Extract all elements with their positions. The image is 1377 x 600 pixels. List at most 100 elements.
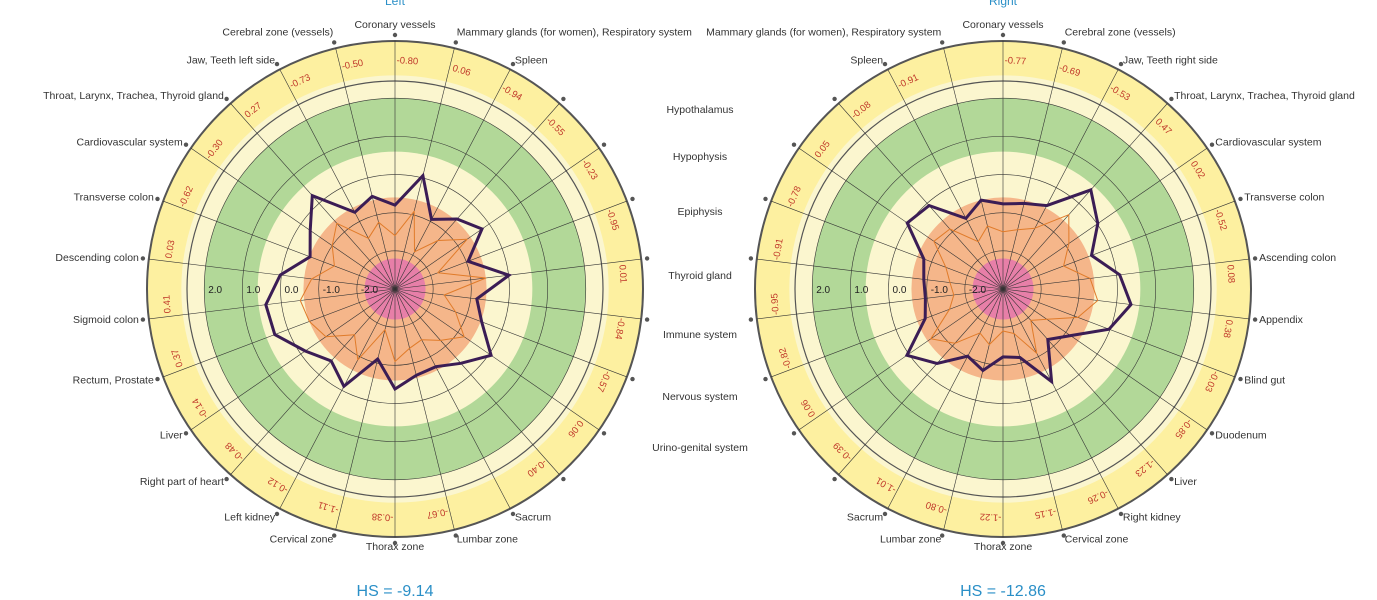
category-marker	[392, 540, 398, 546]
category-marker	[140, 256, 146, 261]
value-label: 0.38	[1220, 319, 1234, 339]
axis-tick-label: -1.0	[931, 285, 949, 296]
value-label: -0.84	[612, 317, 627, 340]
category-label: Mammary glands (for women), Respiratory …	[706, 27, 941, 39]
category-marker	[630, 196, 635, 202]
axis-tick-label: 2.0	[816, 285, 830, 296]
category-label: Throat, Larynx, Trachea, Thyroid gland	[43, 90, 224, 102]
spoke-line	[148, 288, 396, 320]
spoke-line	[394, 288, 627, 378]
spoke-line	[163, 200, 396, 290]
category-marker	[882, 61, 888, 67]
category-label: Spleen	[515, 55, 548, 67]
middle-label: Immune system	[663, 329, 737, 341]
spoke-line	[1002, 48, 1063, 290]
category-label: Coronary vessels	[962, 19, 1043, 31]
category-marker	[510, 61, 516, 67]
category-label: Right kidney	[1123, 511, 1182, 523]
left-hs-score: HS = -9.14	[357, 583, 434, 600]
spoke-line	[1002, 200, 1235, 290]
value-label: -0.67	[426, 506, 449, 521]
category-marker	[644, 256, 650, 261]
middle-label: Epiphysis	[678, 206, 723, 218]
value-label: 0.37	[170, 348, 186, 369]
spoke-line	[1002, 103, 1168, 290]
category-label: Thorax zone	[366, 541, 425, 553]
main-series-line	[904, 187, 1133, 385]
category-label: Throat, Larynx, Trachea, Thyroid gland	[1174, 90, 1355, 102]
spoke-line	[756, 288, 1004, 320]
value-label: -0.50	[341, 58, 364, 73]
spoke-line	[148, 258, 396, 290]
spoke-line	[230, 288, 396, 475]
axis-tick-label: 2.0	[208, 285, 222, 296]
spoke-line	[279, 288, 396, 509]
category-marker	[763, 196, 768, 202]
category-marker	[1118, 61, 1124, 67]
value-label: 0.41	[161, 295, 173, 314]
category-label: Cerebral zone (vessels)	[1065, 27, 1176, 39]
spoke-line	[887, 288, 1004, 509]
spoke-line	[1002, 288, 1250, 320]
value-label: -0.80	[396, 55, 418, 67]
axis-tick-label: 1.0	[854, 285, 868, 296]
category-label: Thorax zone	[974, 541, 1033, 553]
category-marker	[1238, 376, 1243, 382]
category-marker	[155, 376, 160, 382]
category-label: Ascending colon	[1259, 252, 1336, 264]
category-marker	[601, 142, 607, 147]
category-marker	[224, 96, 229, 102]
spoke-line	[1002, 288, 1168, 475]
category-marker	[1169, 96, 1174, 102]
category-label: Coronary vessels	[354, 19, 435, 31]
category-marker	[183, 431, 189, 436]
spoke-line	[1002, 288, 1119, 509]
value-label: 0.06	[451, 63, 472, 79]
secondary-series-line	[930, 214, 1099, 354]
category-label: Cardiovascular system	[76, 136, 182, 148]
value-label: 0.01	[616, 264, 628, 283]
middle-label: Hypophysis	[673, 151, 727, 163]
category-label: Transverse colon	[74, 192, 154, 204]
category-marker	[832, 96, 837, 102]
category-label: Lumbar zone	[880, 534, 941, 546]
spoke-line	[394, 103, 560, 290]
category-marker	[791, 142, 797, 147]
category-marker	[748, 317, 754, 322]
category-marker	[1252, 317, 1258, 322]
category-marker	[630, 376, 635, 382]
spoke-line	[943, 288, 1004, 530]
spoke-line	[394, 48, 455, 290]
spoke-line	[394, 288, 560, 475]
category-label: Transverse colon	[1244, 192, 1324, 204]
category-label: Sacrum	[515, 511, 551, 523]
spoke-line	[1002, 288, 1208, 431]
category-marker	[940, 40, 945, 45]
category-marker	[1118, 511, 1124, 517]
middle-label: Nervous system	[662, 391, 738, 403]
value-label: -0.77	[1004, 55, 1026, 67]
category-marker	[332, 40, 337, 45]
spoke-line	[190, 288, 396, 431]
spoke-line	[887, 69, 1004, 290]
spoke-line	[394, 288, 455, 530]
category-label: Duodenum	[1215, 430, 1267, 442]
category-marker	[561, 476, 566, 482]
spoke-line	[756, 258, 1004, 290]
category-marker	[1000, 32, 1006, 38]
right-chart-title: Right	[989, 0, 1018, 8]
spoke-line	[394, 258, 642, 290]
category-marker	[155, 196, 160, 202]
category-label: Liver	[1174, 476, 1197, 488]
spoke-line	[394, 288, 600, 431]
category-label: Sacrum	[847, 511, 883, 523]
value-label: -0.95	[769, 293, 781, 315]
category-marker	[183, 142, 189, 147]
category-marker	[791, 431, 797, 436]
category-marker	[940, 533, 945, 538]
category-marker	[1252, 256, 1258, 261]
spoke-line	[1002, 258, 1250, 290]
category-marker	[392, 32, 398, 38]
secondary-series-line	[299, 210, 487, 362]
value-label: -1.22	[979, 511, 1001, 523]
